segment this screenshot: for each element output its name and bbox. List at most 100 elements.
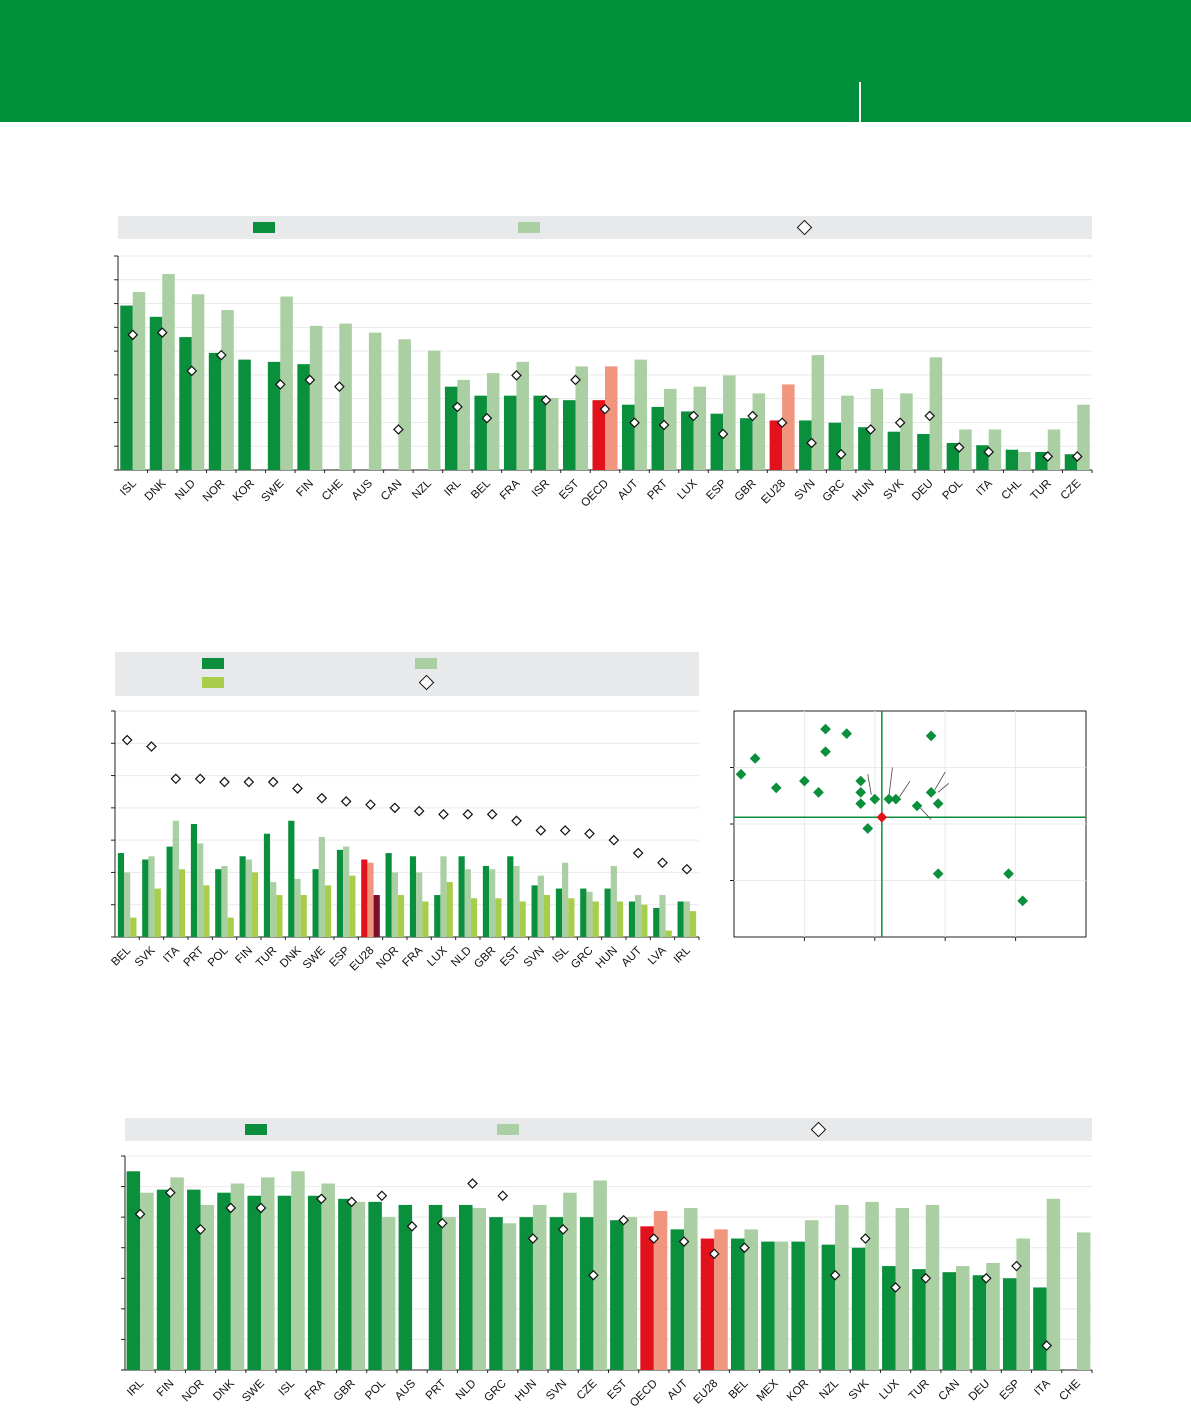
chart2-bar-series_b-est xyxy=(513,865,520,937)
chart2-bar-series_b-swe xyxy=(318,836,325,937)
chart4-marker-ita xyxy=(1041,1340,1053,1351)
chart2-x-label-pol: POL xyxy=(206,944,231,969)
chart4-marker-aus xyxy=(406,1220,418,1232)
chart2-bar-series_c-fra xyxy=(422,901,429,937)
chart4-bar-series_a-aus xyxy=(398,1204,413,1370)
chart2-bar-series_a-swe xyxy=(312,869,319,937)
chart2-bar-series_a-hun xyxy=(604,888,611,937)
chart1-bar-series_b-fra xyxy=(516,361,529,470)
chart1-bar-series_a-hun xyxy=(858,427,871,470)
chart1-bar-series_b-nor xyxy=(221,310,234,470)
chart1-x-label-irl: IRL xyxy=(442,477,464,499)
chart1-marker-isr xyxy=(540,394,552,406)
chart1-bar-series_a-bel xyxy=(474,395,487,470)
chart1-marker-esp xyxy=(717,428,729,440)
chart2-marker-lux xyxy=(438,808,449,820)
chart2-marker-esp xyxy=(340,796,352,807)
chart3-point-9 xyxy=(855,787,867,798)
chart1-bar-series_b-esp xyxy=(723,375,736,470)
chart3-point-15 xyxy=(911,800,923,812)
chart4-x-label-kor: KOR xyxy=(785,1378,811,1404)
chart4-x-label-irl: IRL xyxy=(125,1377,147,1399)
chart4-x-label-fin: FIN xyxy=(155,1378,177,1400)
chart1-bar-series_b-che xyxy=(339,323,352,470)
chart1-marker-gbr xyxy=(747,410,758,422)
chart1-x-label-nzl: NZL xyxy=(410,477,434,501)
chart1-bar-series_b-nld xyxy=(191,294,205,470)
chart4-legend-item-marker xyxy=(810,1121,836,1138)
chart2-bar-series_c-svk xyxy=(154,888,161,937)
chart3-leader-line xyxy=(899,780,911,798)
chart1-legend-item-b xyxy=(518,222,546,233)
chart2-bar-series_a-nld xyxy=(458,856,465,937)
chart1-marker-ita xyxy=(983,446,995,458)
chart2-bar-series_a-lux xyxy=(434,895,441,937)
chart4-bar-series_a-irl xyxy=(126,1171,141,1370)
chart2-bar-series_a-ita xyxy=(166,846,173,937)
chart2-bar-series_b-grc xyxy=(586,891,593,937)
chart1-bar-series_b-chl xyxy=(1018,451,1031,470)
chart1-marker-irl xyxy=(452,401,463,413)
chart1-x-label-esp: ESP xyxy=(704,477,729,502)
chart4-bar-series_a-aut xyxy=(670,1229,685,1370)
chart2-bar-series_c-swe xyxy=(324,885,332,937)
chart2-marker-hun xyxy=(608,834,620,846)
chart1-bar-series_a-oecd xyxy=(592,400,605,470)
chart2-bar-series_c-tur xyxy=(276,895,283,937)
chart4-marker-est xyxy=(618,1214,629,1226)
chart2-marker-fin xyxy=(243,776,255,788)
chart4-x-label-isl: ISL xyxy=(277,1377,298,1398)
chart3-point-8 xyxy=(855,775,867,787)
chart2-bar-series_b-dnk xyxy=(294,878,301,937)
chart1-bar-series_a-esp xyxy=(710,413,724,470)
chart1-bar-series_b-lux xyxy=(693,386,707,470)
chart2-x-label-svk: SVK xyxy=(133,944,158,969)
chart4-marker-deu xyxy=(980,1272,992,1284)
chart2-bar-series_a-esp xyxy=(336,849,344,937)
chart4-x-label-che: CHE xyxy=(1057,1377,1083,1403)
chart2-bar-series_b-isl xyxy=(562,862,569,937)
chart2-marker-svk xyxy=(146,741,157,752)
chart1-x-label-grc: GRC xyxy=(821,478,848,505)
chart1-x-label-pol: POL xyxy=(941,477,966,502)
chart1-bar-series_a-prt xyxy=(651,406,665,470)
chart1-marker-hun xyxy=(865,424,876,435)
chart2-marker-swe xyxy=(316,792,328,804)
chart1-bar-series_b-irl xyxy=(457,379,470,470)
chart4-marker-oecd xyxy=(648,1233,660,1244)
chart4-x-label-deu: DEU xyxy=(967,1378,993,1404)
chart1-marker-deu xyxy=(924,410,936,422)
chart2-marker-gbr xyxy=(486,808,498,820)
chart1-x-label-svn: SVN xyxy=(793,478,818,503)
chart1-bar-series_b-dnk xyxy=(162,274,175,470)
chart2-x-label-gbr: GBR xyxy=(472,945,498,971)
chart1-bar-series_a-eu28 xyxy=(769,420,783,470)
chart1-x-label-nor: NOR xyxy=(201,478,228,505)
chart3-point-2 xyxy=(770,782,782,794)
chart4-bar-series_a-hun xyxy=(519,1217,533,1370)
chart4-marker-irl xyxy=(134,1208,146,1220)
chart2-bar-series_b-irl xyxy=(683,901,690,937)
chart2-marker-svn xyxy=(535,825,547,836)
chart2-bar-series_b-nld xyxy=(464,869,471,937)
chart1-x-label-tur: TUR xyxy=(1029,478,1054,503)
chart2-marker-eu28 xyxy=(365,799,376,810)
chart1-x-label-oecd: OECD xyxy=(579,478,611,510)
chart4-bar-series_b-deu xyxy=(986,1263,1000,1370)
chart4-bar-series_b-isl xyxy=(291,1171,305,1370)
chart2-bar-series_a-lva xyxy=(653,907,660,937)
chart1-bar-series_b-deu xyxy=(929,357,943,470)
chart2-x-label-tur: TUR xyxy=(254,945,279,970)
chart2-bar-series_a-prt xyxy=(190,824,198,937)
chart4-bar-series_b-oecd xyxy=(653,1211,668,1370)
chart1-x-label-lux: LUX xyxy=(675,477,700,502)
chart2-marker-fra xyxy=(413,805,425,817)
chart4-x-label-svn: SVN xyxy=(544,1378,569,1403)
chart2-x-label-eu28: EU28 xyxy=(348,945,377,974)
chart2-x-label-prt: PRT xyxy=(182,945,207,970)
chart2-bar-series_c-esp xyxy=(349,875,356,937)
chart2-bar-series_c-grc xyxy=(592,901,599,937)
chart4-x-label-svk: SVK xyxy=(847,1377,872,1402)
chart4-x-label-prt: PRT xyxy=(424,1378,449,1403)
chart2-x-label-fin: FIN xyxy=(233,945,255,967)
